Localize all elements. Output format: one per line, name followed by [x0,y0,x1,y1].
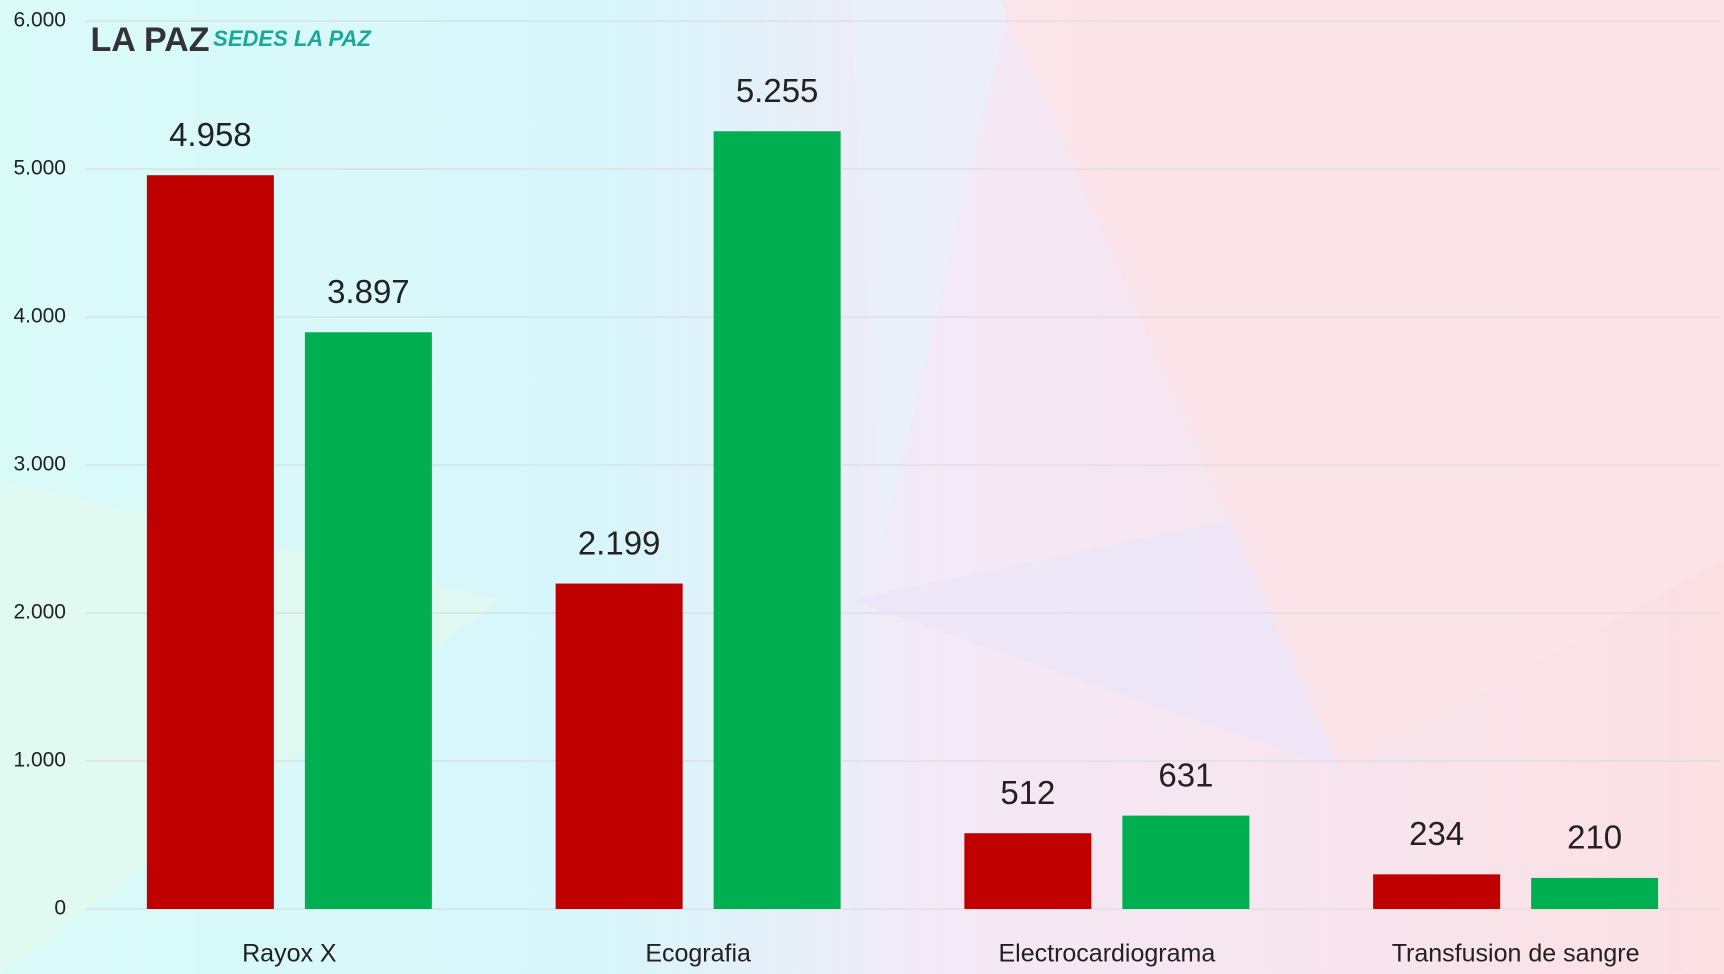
value-label: 4.958 [169,116,252,153]
bar [146,175,274,909]
bar [713,131,841,909]
x-tick-label: Electrocardiograma [998,940,1215,968]
y-tick-label: 0 [54,897,66,920]
y-tick-label: 3.000 [13,453,66,476]
value-label: 3.897 [327,273,410,310]
bar [1373,874,1501,909]
x-tick-label: Rayox X [242,940,337,968]
value-label: 234 [1409,815,1464,852]
value-label: 210 [1567,819,1622,856]
bar [304,332,432,909]
logo-text: SEDES LA PAZ [213,26,372,51]
y-tick-label: 6.000 [13,9,66,32]
logo-text: LA PAZ [91,21,210,59]
background-shape [1000,0,1724,770]
value-label: 631 [1158,756,1213,793]
value-label: 512 [1000,774,1055,811]
background-shape [850,0,1010,560]
bar [1122,815,1250,909]
background-shape [850,520,1340,770]
bar [1531,877,1659,909]
y-tick-label: 4.000 [13,305,66,328]
y-tick-label: 1.000 [13,749,66,772]
x-tick-label: Transfusion de sangre [1392,940,1640,968]
value-label: 2.199 [578,524,661,561]
bar [964,833,1092,909]
y-tick-label: 2.000 [13,601,66,624]
y-tick-label: 5.000 [13,157,66,180]
value-label: 5.255 [736,72,819,109]
x-tick-label: Ecografia [645,940,751,968]
bar [555,583,683,909]
